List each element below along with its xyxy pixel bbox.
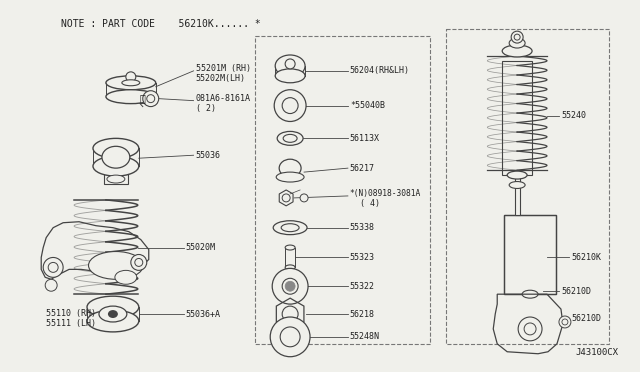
Bar xyxy=(504,215,556,294)
Text: 56210K: 56210K xyxy=(571,253,601,262)
Ellipse shape xyxy=(93,156,139,176)
Circle shape xyxy=(518,317,542,341)
Circle shape xyxy=(282,278,298,294)
Text: 081A6-8161A: 081A6-8161A xyxy=(196,94,250,103)
Ellipse shape xyxy=(106,90,156,104)
Circle shape xyxy=(272,268,308,304)
Text: *(N)08918-3081A: *(N)08918-3081A xyxy=(350,189,421,198)
Ellipse shape xyxy=(509,182,525,189)
Ellipse shape xyxy=(279,159,301,177)
Circle shape xyxy=(131,254,147,270)
Ellipse shape xyxy=(509,38,525,48)
Text: 56218: 56218 xyxy=(350,310,375,318)
Circle shape xyxy=(45,279,57,291)
Circle shape xyxy=(300,194,308,202)
Text: 56210D: 56210D xyxy=(571,314,601,324)
Text: 55248N: 55248N xyxy=(350,332,380,341)
Ellipse shape xyxy=(273,221,307,235)
Ellipse shape xyxy=(87,296,139,318)
Text: ( 4): ( 4) xyxy=(360,199,380,208)
Bar xyxy=(502,61,532,175)
Ellipse shape xyxy=(507,171,527,179)
Circle shape xyxy=(285,281,295,291)
Ellipse shape xyxy=(102,146,130,168)
Text: 55111 (LH): 55111 (LH) xyxy=(46,319,96,328)
Ellipse shape xyxy=(99,306,127,322)
Text: *55040B: *55040B xyxy=(350,101,385,110)
Ellipse shape xyxy=(106,76,156,90)
Circle shape xyxy=(274,90,306,122)
Text: 55240: 55240 xyxy=(561,111,586,120)
Ellipse shape xyxy=(276,172,304,182)
Ellipse shape xyxy=(285,265,295,270)
Circle shape xyxy=(562,319,568,325)
Text: 55036+A: 55036+A xyxy=(186,310,221,318)
Bar xyxy=(447,29,609,344)
Circle shape xyxy=(282,194,290,202)
Text: 56113X: 56113X xyxy=(350,134,380,143)
Ellipse shape xyxy=(93,138,139,158)
Circle shape xyxy=(524,323,536,335)
Ellipse shape xyxy=(281,224,299,232)
Ellipse shape xyxy=(275,69,305,83)
Circle shape xyxy=(135,259,143,266)
Bar xyxy=(504,215,556,294)
Text: 55322: 55322 xyxy=(350,282,375,291)
Text: 55338: 55338 xyxy=(350,223,375,232)
Circle shape xyxy=(48,262,58,272)
Bar xyxy=(104,174,128,184)
Ellipse shape xyxy=(277,131,303,145)
Text: 56210D: 56210D xyxy=(561,287,591,296)
Text: Ⓑ: Ⓑ xyxy=(140,94,146,104)
Ellipse shape xyxy=(285,245,295,250)
Ellipse shape xyxy=(108,310,118,318)
Ellipse shape xyxy=(522,290,538,298)
Text: 55036: 55036 xyxy=(196,151,221,160)
Bar xyxy=(515,175,520,215)
Text: 55202M(LH): 55202M(LH) xyxy=(196,74,246,83)
Ellipse shape xyxy=(88,251,143,279)
Ellipse shape xyxy=(275,55,305,77)
Text: NOTE : PART CODE    56210K...... *: NOTE : PART CODE 56210K...... * xyxy=(61,19,261,29)
Ellipse shape xyxy=(283,134,297,142)
Ellipse shape xyxy=(115,270,137,284)
Text: 56204(RH&LH): 56204(RH&LH) xyxy=(350,66,410,76)
Ellipse shape xyxy=(502,45,532,57)
Circle shape xyxy=(270,317,310,357)
Bar xyxy=(255,36,429,344)
Ellipse shape xyxy=(122,80,140,86)
Circle shape xyxy=(559,316,571,328)
Circle shape xyxy=(126,72,136,82)
Text: 55201M (RH): 55201M (RH) xyxy=(196,64,250,73)
Circle shape xyxy=(143,91,159,107)
Circle shape xyxy=(147,95,155,103)
Text: 55323: 55323 xyxy=(350,253,375,262)
Ellipse shape xyxy=(107,175,125,183)
Circle shape xyxy=(514,34,520,40)
Text: 55020M: 55020M xyxy=(186,243,216,252)
Circle shape xyxy=(280,327,300,347)
Text: J43100CX: J43100CX xyxy=(576,348,619,357)
Ellipse shape xyxy=(87,310,139,332)
Text: 56217: 56217 xyxy=(350,164,375,173)
Text: ( 2): ( 2) xyxy=(196,104,216,113)
Text: 55110 (RH): 55110 (RH) xyxy=(46,309,96,318)
Circle shape xyxy=(282,306,298,322)
Circle shape xyxy=(282,98,298,113)
Circle shape xyxy=(285,59,295,69)
Circle shape xyxy=(44,257,63,277)
Circle shape xyxy=(511,31,523,43)
